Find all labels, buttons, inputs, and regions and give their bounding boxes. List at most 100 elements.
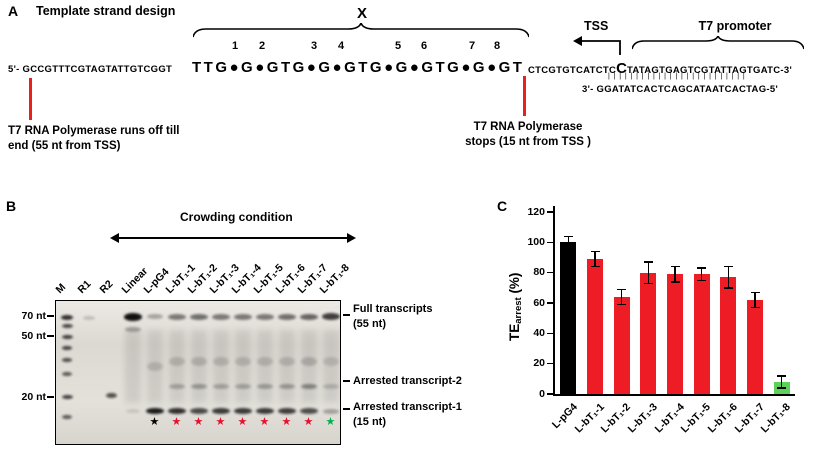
gel-band [279, 357, 295, 367]
y-axis-line [553, 206, 555, 396]
size-marker-tick [47, 315, 54, 317]
gel-band [147, 361, 163, 371]
error-bar-line [674, 266, 676, 282]
gel-band [190, 408, 208, 415]
gel-band [60, 315, 74, 321]
error-bar-cap-top [723, 265, 733, 268]
lane-label: R2 [97, 278, 116, 296]
runoff-note-line2: end (55 nt from TSS) [8, 140, 121, 152]
t7-promoter-overbrace [632, 36, 804, 50]
sequence-promoter-top: TATAGTGAGTCGTATTAGTGATC-3' [627, 65, 793, 76]
panel-c-label: C [497, 198, 508, 214]
gel-image: ★ ★ ★ ★ ★ ★ ★ ★ ★ [55, 300, 341, 445]
stop-position-marker [523, 76, 526, 116]
gel-band [212, 408, 230, 415]
y-tick-label: 0 [539, 387, 545, 400]
full-transcripts-line1: Full transcripts [353, 303, 433, 315]
g-number: 8 [494, 40, 501, 52]
bar [640, 272, 657, 394]
error-bar-line [754, 292, 756, 308]
error-bar-cap-bottom [643, 282, 653, 285]
gel-band [301, 357, 317, 367]
gel-band [322, 408, 340, 414]
gel-band [61, 346, 73, 351]
gel-band [126, 409, 140, 414]
lane-star: ★ [215, 416, 226, 428]
gel-band [146, 408, 164, 415]
sequence-bottom-strand: 3'- GGATATCACTCAGCATAATCACTAG-5' [582, 84, 778, 95]
arrested-transcript-1-line2: (15 nt) [353, 416, 386, 428]
gel-band [321, 313, 340, 321]
gel-lane-smear [169, 330, 185, 403]
gel-band [61, 395, 73, 400]
size-marker-20nt: 20 nt [21, 391, 46, 403]
y-tick [547, 271, 553, 274]
gel-band [61, 358, 73, 363]
arrested-transcript-1-annotation: Arrested transcript-1 (15 nt) [353, 400, 462, 430]
tss-arrow-icon [573, 36, 621, 55]
y-tick [547, 302, 553, 304]
x-overbrace [193, 23, 529, 38]
stop-note-line2: stops (15 nt from TSS ) [465, 136, 591, 148]
gel-band [257, 384, 273, 390]
size-marker-70nt: 70 nt [21, 310, 46, 322]
g-number: 2 [259, 40, 266, 52]
crowding-arrowhead-left-icon [110, 233, 119, 243]
gel-band [300, 313, 318, 320]
gel-band [62, 371, 72, 376]
g-number: 4 [338, 40, 345, 52]
x-category-label: L-bT₁-3 [625, 401, 660, 436]
gel-band [234, 408, 252, 415]
gel-band [256, 408, 274, 415]
error-bar-cap-bottom [670, 281, 680, 283]
gel-band [257, 357, 273, 367]
error-bar-cap-bottom [563, 247, 573, 250]
gel-band [168, 313, 186, 320]
error-bar-cap-bottom [617, 303, 627, 306]
error-bar-line [620, 289, 623, 305]
lane-star: ★ [259, 416, 270, 428]
lane-star: ★ [281, 416, 292, 428]
gel-lane-smear [191, 330, 207, 403]
bar [613, 296, 630, 394]
panel-a-label: A [8, 3, 19, 19]
error-bar-cap-top [697, 267, 707, 269]
error-bar-cap-top [563, 235, 573, 238]
y-tick-label: 40 [533, 326, 545, 339]
gel-band [61, 335, 73, 340]
y-tick-label: 60 [533, 296, 545, 309]
x-axis-line [553, 394, 795, 396]
error-bar-line [594, 251, 596, 267]
runoff-note-line1: T7 RNA Polymerase runs off till [8, 125, 180, 137]
band-leader-tick [343, 380, 350, 382]
bar [667, 274, 683, 394]
gel-band [191, 384, 207, 390]
gel-lane-smear [147, 330, 163, 403]
gel-lane-smear [125, 330, 141, 403]
g-number: 5 [395, 40, 402, 52]
error-bar-cap-top [777, 375, 787, 377]
runoff-note: T7 RNA Polymerase runs off till end (55 … [8, 124, 179, 154]
gel-band [323, 357, 339, 367]
gel-band [234, 313, 252, 320]
gel-band [278, 408, 296, 415]
gel-band [235, 384, 251, 390]
panel-a-title: Template strand design [36, 4, 176, 18]
arrested-transcript-1-line1: Arrested transcript-1 [353, 401, 462, 413]
error-bar-cap-bottom [750, 306, 760, 309]
error-bar-line [780, 375, 783, 388]
g-number: 6 [421, 40, 428, 52]
lane-star: ★ [149, 416, 160, 428]
band-leader-tick [343, 314, 350, 316]
gel-band [301, 384, 317, 390]
gel-band [61, 323, 73, 328]
gel-lane-smear [235, 330, 251, 403]
base-pair-bonds: ||||||||||||||||||||||||| [608, 73, 749, 80]
gel-band [323, 384, 339, 390]
gel-lane-smear [279, 330, 295, 403]
gel-band [168, 408, 186, 415]
gel-band [278, 313, 296, 320]
sequence-tss-c: C [616, 60, 627, 77]
lane-star: ★ [171, 416, 182, 428]
